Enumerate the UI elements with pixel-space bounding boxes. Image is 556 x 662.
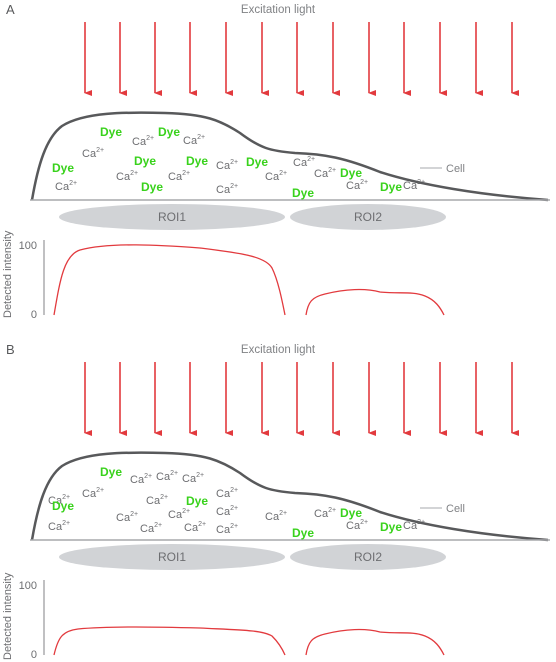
calcium-ion-label: Ca2+ [140,522,162,535]
calcium-ion-label: Ca2+ [346,179,368,192]
y-tick-0: 0 [31,309,37,321]
molecules: DyeDyeCa2+Ca2+Ca2+DyeDyeDyeCa2+Ca2+DyeCa… [52,125,425,200]
panel-letter: A [6,2,15,17]
calcium-ion-label: Ca2+ [293,156,315,169]
dye-molecule-label: Dye [380,520,402,534]
calcium-ion-label: Ca2+ [265,510,287,523]
dye-molecule-label: Dye [186,494,208,508]
roi1-label: ROI1 [158,210,186,224]
intensity-curve-roi2 [305,288,445,316]
dye-molecule-label: Dye [186,154,208,168]
roi1-label: ROI1 [158,550,186,564]
calcium-ion-label: Ca2+ [116,170,138,183]
calcium-ion-label: Ca2+ [116,511,138,524]
calcium-ion-label: Ca2+ [168,508,190,521]
calcium-ion-label: Ca2+ [146,494,168,507]
dye-molecule-label: Dye [52,161,74,175]
roi1-region [59,544,285,570]
dye-molecule-label: Dye [292,186,314,200]
cell-label: Cell [446,163,465,175]
dye-molecule-label: Dye [158,125,180,139]
calcium-ion-label: Ca2+ [314,167,336,180]
intensity-curve-roi1 [53,626,286,656]
dye-molecule-label: Dye [340,506,362,520]
panel-a: A Excitation light Cell DyeDyeCa2+Ca2+Ca… [2,2,550,321]
y-axis-label: Detected intensity [2,230,14,318]
calcium-ion-label: Ca2+ [168,170,190,183]
calcium-ion-label: Ca2+ [265,170,287,183]
y-tick-0: 0 [31,649,37,661]
dye-molecule-label: Dye [134,154,156,168]
excitation-light-label: Excitation light [241,4,316,16]
calcium-ion-label: Ca2+ [156,470,178,483]
calcium-ion-label: Ca2+ [216,523,238,536]
roi1-region [59,204,285,230]
roi2-label: ROI2 [354,210,382,224]
roi2-region [290,204,446,230]
calcium-ion-label: Ca2+ [314,507,336,520]
cell-outline [30,111,549,202]
calcium-ion-label: Ca2+ [82,147,104,160]
dye-molecule-label: Dye [52,499,74,513]
calcium-ion-label: Ca2+ [216,183,238,196]
calcium-ion-label: Ca2+ [48,520,70,533]
dye-molecule-label: Dye [380,180,402,194]
calcium-ion-label: Ca2+ [216,159,238,172]
calcium-ion-label: Ca2+ [216,505,238,518]
dye-molecule-label: Dye [100,125,122,139]
dye-molecule-label: Dye [292,526,314,540]
roi2-region [290,544,446,570]
calcium-ion-label: Ca2+ [82,487,104,500]
roi2-label: ROI2 [354,550,382,564]
calcium-ion-label: Ca2+ [403,519,425,532]
excitation-arrows [84,22,519,96]
calcium-ion-label: Ca2+ [55,180,77,193]
cell-label: Cell [446,503,465,515]
excitation-light-label: Excitation light [241,344,316,356]
calcium-ion-label: Ca2+ [182,472,204,485]
intensity-curve-roi1 [53,244,286,316]
calcium-ion-label: Ca2+ [216,487,238,500]
y-tick-100: 100 [19,240,37,252]
dye-molecule-label: Dye [141,180,163,194]
intensity-curve-roi2 [305,628,445,656]
calcium-ion-label: Ca2+ [184,521,206,534]
excitation-arrows [84,362,519,436]
dye-molecule-label: Dye [246,155,268,169]
calcium-ion-label: Ca2+ [346,519,368,532]
y-axis-label: Detected intensity [2,572,14,660]
dye-molecule-label: Dye [340,166,362,180]
panel-letter: B [6,342,15,357]
calcium-ion-label: Ca2+ [403,179,425,192]
dye-molecule-label: Dye [100,465,122,479]
calcium-ion-label: Ca2+ [132,135,154,148]
calcium-ion-label: Ca2+ [183,134,205,147]
cell-outline [30,451,549,542]
calcium-ion-label: Ca2+ [130,473,152,486]
y-tick-100: 100 [19,580,37,592]
